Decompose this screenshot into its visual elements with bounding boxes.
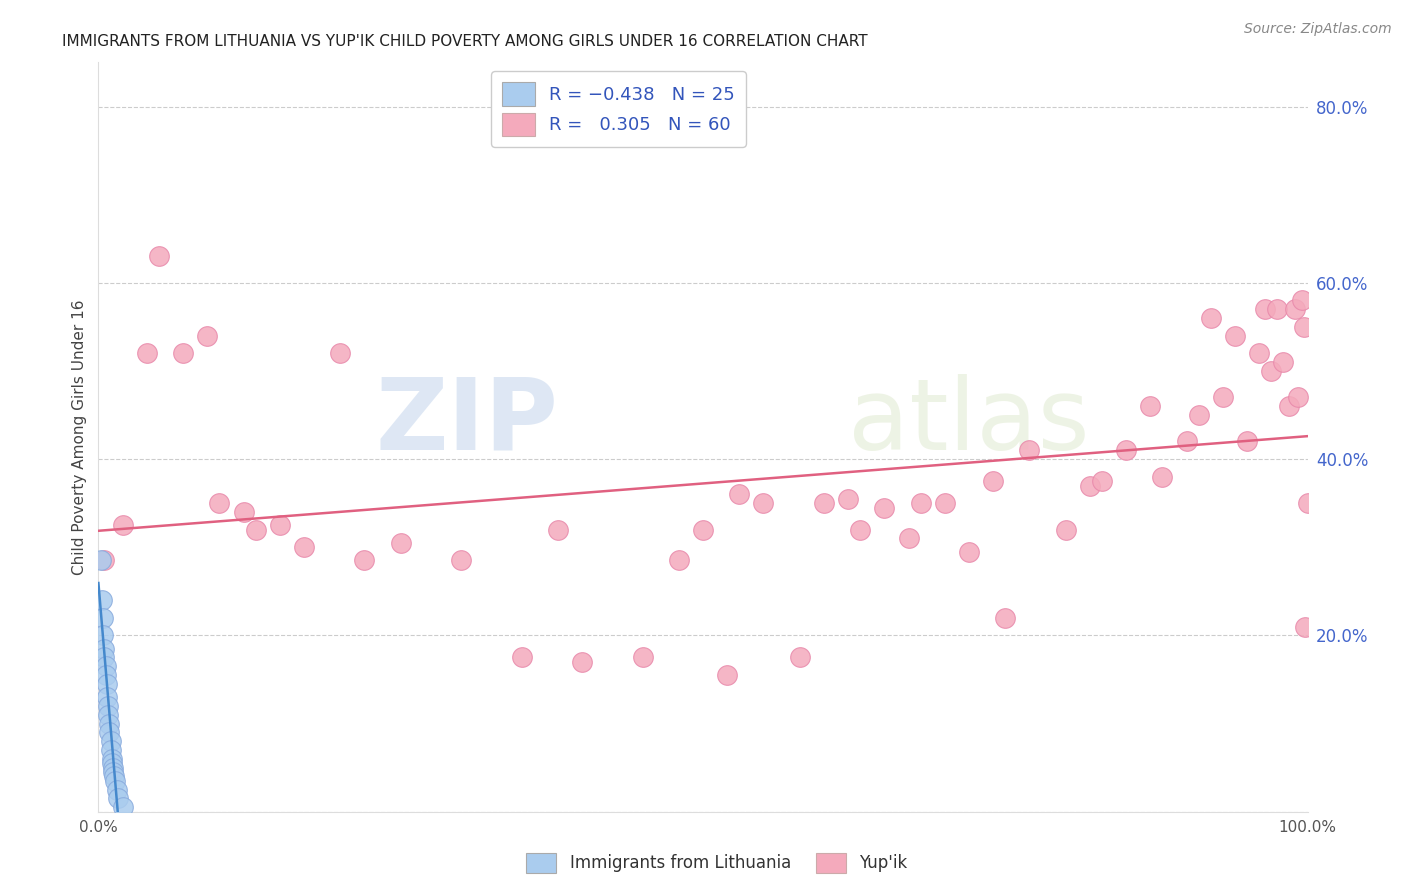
Point <box>97 698 120 713</box>
Point <box>1054 523 1077 537</box>
Point <box>510 650 533 665</box>
Point <box>934 496 956 510</box>
Point <box>1212 391 1234 405</box>
Point <box>101 761 124 775</box>
Point <box>1294 619 1316 633</box>
Point <box>1286 391 1309 405</box>
Point <box>195 328 218 343</box>
Point <box>329 346 352 360</box>
Point <box>1115 443 1137 458</box>
Point <box>135 346 157 360</box>
Point <box>1091 474 1114 488</box>
Point <box>631 650 654 665</box>
Point <box>94 668 117 682</box>
Point <box>98 716 121 731</box>
Point <box>897 532 920 546</box>
Point <box>91 593 114 607</box>
Point <box>1260 364 1282 378</box>
Point <box>873 500 896 515</box>
Point <box>910 496 932 510</box>
Point <box>101 765 124 780</box>
Point <box>1284 302 1306 317</box>
Point <box>98 725 121 739</box>
Point <box>104 773 127 788</box>
Y-axis label: Child Poverty Among Girls Under 16: Child Poverty Among Girls Under 16 <box>72 300 87 574</box>
Point <box>208 496 231 510</box>
Point <box>837 491 859 506</box>
Point <box>981 474 1004 488</box>
Point <box>994 611 1017 625</box>
Point <box>111 800 134 814</box>
Point <box>93 650 115 665</box>
Point <box>93 641 115 656</box>
Point <box>389 536 412 550</box>
Point <box>90 553 112 567</box>
Point <box>97 707 120 722</box>
Point <box>1292 319 1315 334</box>
Point <box>100 756 122 771</box>
Point <box>100 734 122 748</box>
Point <box>1296 496 1319 510</box>
Point <box>91 611 114 625</box>
Point <box>1139 399 1161 413</box>
Point <box>96 690 118 705</box>
Text: Source: ZipAtlas.com: Source: ZipAtlas.com <box>1244 22 1392 37</box>
Text: ZIP: ZIP <box>375 374 558 471</box>
Point <box>1254 302 1277 317</box>
Point <box>547 523 569 537</box>
Point <box>789 650 811 665</box>
Point <box>93 553 115 567</box>
Point <box>813 496 835 510</box>
Point <box>103 769 125 783</box>
Point <box>353 553 375 567</box>
Point <box>1175 434 1198 449</box>
Point <box>728 487 751 501</box>
Point <box>1152 469 1174 483</box>
Point <box>668 553 690 567</box>
Point <box>1278 399 1301 413</box>
Point <box>292 541 315 555</box>
Point <box>172 346 194 360</box>
Point <box>1188 408 1211 422</box>
Point <box>100 743 122 757</box>
Point <box>245 523 267 537</box>
Legend: Immigrants from Lithuania, Yup'ik: Immigrants from Lithuania, Yup'ik <box>520 847 914 880</box>
Point <box>1249 346 1271 360</box>
Point <box>100 752 122 766</box>
Point <box>1291 293 1313 308</box>
Point <box>91 628 114 642</box>
Point <box>1078 478 1101 492</box>
Point <box>450 553 472 567</box>
Point <box>1018 443 1040 458</box>
Point <box>849 523 872 537</box>
Point <box>1267 302 1289 317</box>
Point <box>94 659 117 673</box>
Point <box>111 518 134 533</box>
Point <box>269 518 291 533</box>
Point <box>148 249 170 263</box>
Point <box>107 791 129 805</box>
Point <box>1272 355 1295 369</box>
Point <box>692 523 714 537</box>
Text: IMMIGRANTS FROM LITHUANIA VS YUP'IK CHILD POVERTY AMONG GIRLS UNDER 16 CORRELATI: IMMIGRANTS FROM LITHUANIA VS YUP'IK CHIL… <box>62 34 868 49</box>
Point <box>716 668 738 682</box>
Point <box>957 544 980 558</box>
Point <box>232 505 254 519</box>
Point <box>752 496 775 510</box>
Point <box>571 655 593 669</box>
Text: atlas: atlas <box>848 374 1090 471</box>
Point <box>1199 311 1222 326</box>
Point <box>105 782 128 797</box>
Point <box>96 677 118 691</box>
Legend: R = −0.438   N = 25, R =   0.305   N = 60: R = −0.438 N = 25, R = 0.305 N = 60 <box>491 71 745 147</box>
Point <box>1223 328 1246 343</box>
Point <box>1236 434 1258 449</box>
